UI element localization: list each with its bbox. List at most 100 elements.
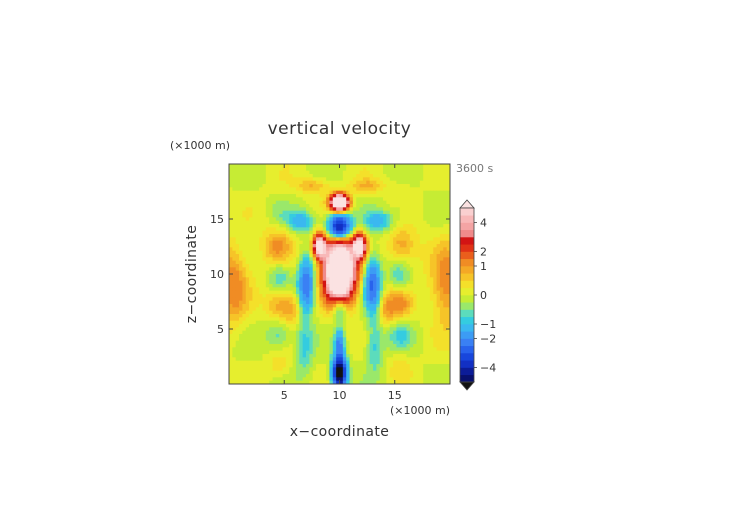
field-cell [349,204,354,208]
field-cell [359,367,364,372]
field-cell [346,274,350,278]
field-cell [282,334,287,338]
field-cell [416,304,421,308]
field-cell [446,340,451,345]
field-cell [336,354,340,358]
field-cell [299,267,304,272]
field-cell [416,377,421,382]
field-cell [289,370,294,375]
field-cell [255,177,260,182]
field-cell [319,340,324,345]
field-cell [295,220,300,225]
field-cell [399,234,404,238]
field-cell [416,244,421,248]
field-cell [446,360,451,365]
field-cell [349,217,354,222]
field-cell [369,317,374,322]
field-cell [306,174,310,178]
field-cell [312,207,317,212]
field-cell [409,217,414,222]
field-cell [346,290,350,295]
field-cell [379,300,384,305]
field-cell [419,204,424,208]
field-cell [259,277,263,282]
field-cell [409,187,414,192]
field-cell [242,184,247,188]
field-cell [332,370,337,375]
field-cell [403,274,407,278]
field-cell [302,350,307,355]
field-cell [245,374,250,378]
field-cell [279,240,283,245]
field-cell [245,367,250,372]
field-cell [386,210,391,215]
field-cell [245,244,250,248]
field-cell [249,220,253,225]
field-cell [369,164,374,168]
field-cell [309,237,314,242]
field-cell [329,254,334,258]
field-cell [312,190,317,195]
field-cell [319,174,324,178]
field-cell [229,344,233,348]
field-cell [312,354,317,358]
field-cell [262,380,267,385]
field-cell [302,267,307,272]
field-cell [249,217,253,222]
field-cell [295,260,300,265]
field-cell [312,224,317,228]
field-cell [272,367,277,372]
field-cell [332,240,337,245]
field-cell [383,327,387,332]
field-cell [232,330,237,335]
field-cell [352,220,357,225]
field-cell [302,287,307,292]
field-cell [386,380,391,385]
field-cell [349,234,354,238]
field-cell [396,270,401,275]
field-cell [419,190,424,195]
field-cell [446,267,451,272]
field-cell [272,380,277,385]
field-cell [322,330,327,335]
field-cell [265,307,270,312]
field-cell [433,370,438,375]
field-cell [282,260,287,265]
field-cell [379,174,384,178]
field-cell [439,204,444,208]
field-cell [366,304,371,308]
field-cell [423,320,427,325]
field-cell [306,377,310,382]
field-cell [393,370,397,375]
field-cell [289,244,294,248]
field-cell [393,167,397,172]
field-cell [326,364,330,368]
field-cell [302,270,307,275]
field-cell [352,330,357,335]
field-cell [372,304,377,308]
field-cell [262,287,267,292]
field-cell [252,250,257,255]
field-cell [439,234,444,238]
field-cell [372,367,377,372]
field-cell [439,274,444,278]
field-cell [393,220,397,225]
field-cell [386,284,391,288]
field-cell [232,204,237,208]
field-cell [322,334,327,338]
field-cell [275,274,280,278]
field-cell [406,357,411,362]
field-cell [316,330,320,335]
field-cell [295,314,300,318]
field-cell [259,190,263,195]
field-cell [446,204,451,208]
field-cell [316,314,320,318]
field-cell [336,284,340,288]
field-cell [389,280,394,285]
field-cell [329,290,334,295]
field-cell [292,304,297,308]
field-cell [262,190,267,195]
field-cell [332,374,337,378]
field-cell [229,304,233,308]
field-cell [265,260,270,265]
